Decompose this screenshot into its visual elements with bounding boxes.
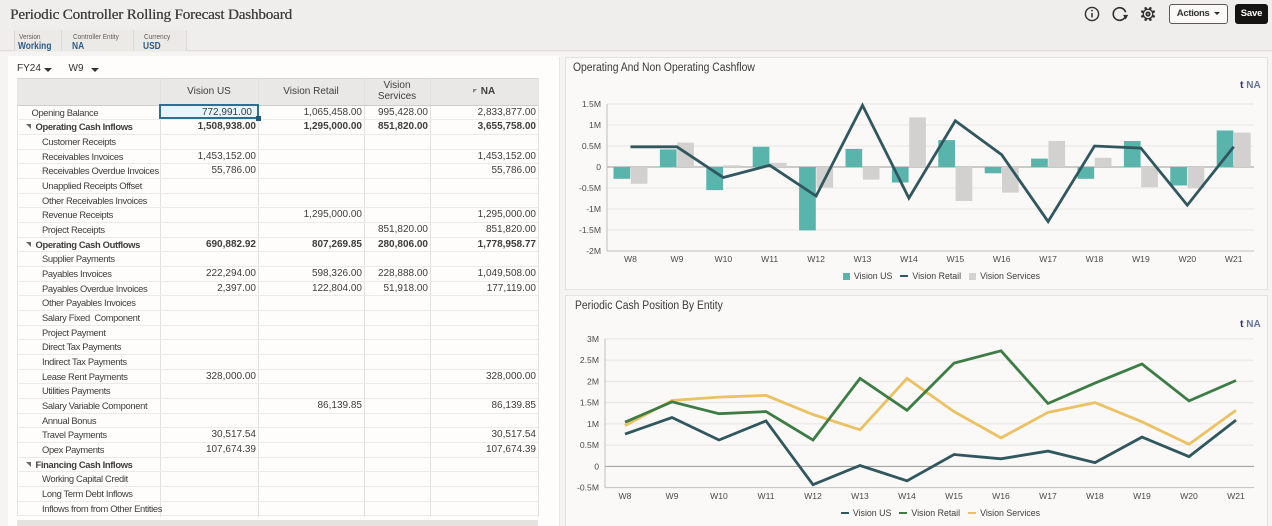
svg-text:W9: W9 (666, 491, 679, 501)
svg-text:W15: W15 (945, 491, 963, 501)
svg-text:W11: W11 (757, 491, 774, 501)
svg-text:W11: W11 (761, 254, 778, 264)
svg-text:-1M: -1M (586, 204, 601, 214)
svg-text:1.5M: 1.5M (582, 99, 601, 109)
svg-text:W20: W20 (1180, 491, 1198, 501)
svg-text:W21: W21 (1227, 491, 1245, 501)
svg-text:W16: W16 (992, 491, 1010, 501)
svg-text:W12: W12 (807, 254, 825, 264)
svg-text:W20: W20 (1178, 254, 1196, 264)
svg-text:W16: W16 (993, 254, 1011, 264)
svg-text:0: 0 (596, 162, 601, 172)
svg-text:W10: W10 (714, 254, 732, 264)
svg-text:W12: W12 (804, 491, 822, 501)
svg-text:W13: W13 (851, 491, 869, 501)
svg-text:0: 0 (594, 461, 599, 471)
svg-text:W14: W14 (900, 254, 918, 264)
svg-text:-1.5M: -1.5M (579, 225, 601, 235)
svg-text:3M: 3M (587, 334, 599, 344)
svg-text:W18: W18 (1086, 491, 1104, 501)
svg-text:W13: W13 (854, 254, 872, 264)
svg-text:W9: W9 (670, 254, 683, 264)
svg-text:W14: W14 (898, 491, 916, 501)
svg-text:W19: W19 (1132, 254, 1150, 264)
svg-text:W19: W19 (1133, 491, 1151, 501)
svg-text:0.5M: 0.5M (580, 440, 599, 450)
svg-text:W8: W8 (619, 491, 632, 501)
svg-text:0.5M: 0.5M (582, 141, 601, 151)
svg-text:-0.5M: -0.5M (579, 183, 601, 193)
svg-text:1.5M: 1.5M (580, 398, 599, 408)
svg-text:W15: W15 (946, 254, 964, 264)
svg-text:2.5M: 2.5M (580, 355, 599, 365)
svg-text:W17: W17 (1039, 491, 1057, 501)
svg-text:W18: W18 (1086, 254, 1104, 264)
svg-text:W21: W21 (1225, 254, 1243, 264)
svg-text:2M: 2M (587, 376, 599, 386)
svg-text:W10: W10 (710, 491, 728, 501)
svg-text:-2M: -2M (586, 246, 601, 256)
svg-text:1M: 1M (587, 419, 599, 429)
svg-text:W8: W8 (624, 254, 637, 264)
svg-text:-0.5M: -0.5M (577, 483, 599, 493)
svg-text:1M: 1M (589, 120, 601, 130)
svg-text:W17: W17 (1039, 254, 1057, 264)
